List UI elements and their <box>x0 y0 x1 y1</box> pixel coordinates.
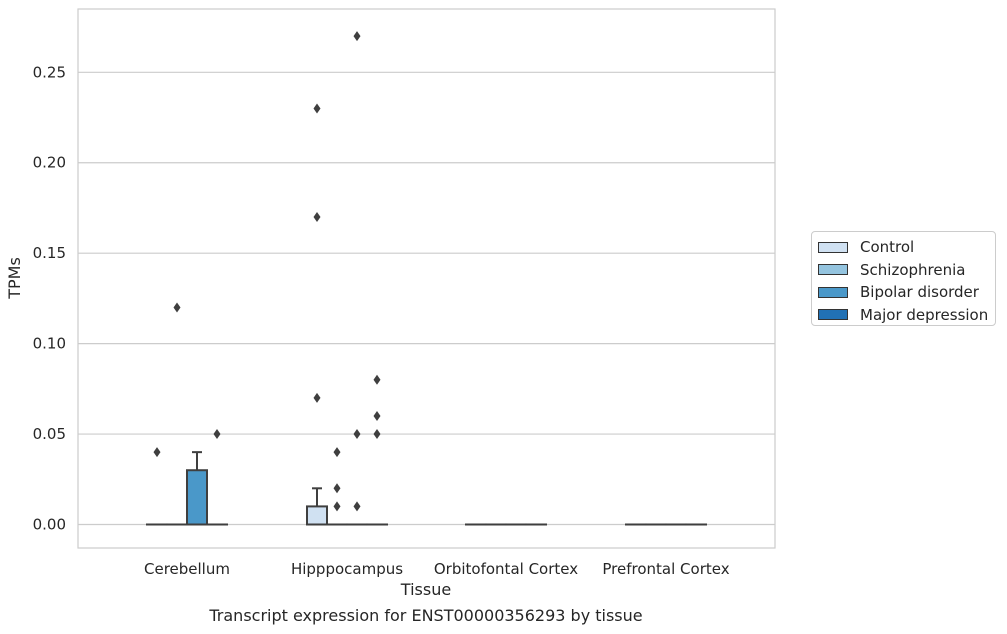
y-tick-label: 0.15 <box>33 244 66 262</box>
legend-label: Schizophrenia <box>860 260 966 279</box>
outlier-point <box>313 212 321 223</box>
gridlines <box>78 71 775 526</box>
y-tick-label: 0.25 <box>33 63 66 81</box>
legend: Control Schizophrenia Bipolar disorder M… <box>811 231 996 326</box>
x-tick-label: Orbitofontal Cortex <box>434 560 578 578</box>
outlier-point <box>213 429 221 440</box>
outlier-point <box>353 31 361 42</box>
legend-label: Bipolar disorder <box>860 283 979 302</box>
legend-item: Control <box>818 236 995 259</box>
chart-caption: Transcript expression for ENST0000035629… <box>209 606 643 625</box>
legend-swatch-schizophrenia <box>818 264 848 276</box>
outlier-point <box>153 447 161 458</box>
outlier-point <box>313 103 321 114</box>
outlier-point <box>173 302 181 313</box>
legend-swatch-bipolar <box>818 286 848 298</box>
y-tick-label: 0.20 <box>33 154 66 172</box>
y-tick-label: 0.00 <box>33 515 66 533</box>
box-body <box>306 505 328 526</box>
x-tick-label: Cerebellum <box>144 560 230 578</box>
legend-item: Schizophrenia <box>818 259 995 282</box>
box-bipolar-disorder <box>186 451 208 526</box>
box-body <box>186 469 208 526</box>
legend-swatch-depression <box>818 309 848 321</box>
outlier-point <box>353 429 361 440</box>
boxes <box>146 451 707 526</box>
y-tick-label: 0.05 <box>33 425 66 443</box>
y-axis-label: TPMs <box>5 257 24 300</box>
outlier-point <box>373 410 381 421</box>
outlier-point <box>353 501 361 512</box>
legend-label: Control <box>860 238 915 257</box>
x-axis-label: Tissue <box>400 580 451 599</box>
x-tick-label: Hipppocampus <box>291 560 403 578</box>
y-tick-labels: 0.00 0.05 0.10 0.15 0.20 0.25 <box>33 63 66 533</box>
x-tick-label: Prefrontal Cortex <box>602 560 729 578</box>
legend-label: Major depression <box>860 305 989 324</box>
box-control <box>306 487 328 526</box>
outlier-point <box>333 447 341 458</box>
outlier-point <box>333 501 341 512</box>
outlier-point <box>313 392 321 403</box>
x-tick-labels: Cerebellum Hipppocampus Orbitofontal Corte… <box>144 560 730 578</box>
outliers <box>153 31 381 512</box>
outlier-point <box>373 429 381 440</box>
plot-frame <box>77 8 776 549</box>
legend-item: Bipolar disorder <box>818 281 995 304</box>
legend-swatch-control <box>818 241 848 253</box>
y-tick-label: 0.10 <box>33 335 66 353</box>
legend-item: Major depression <box>818 304 995 327</box>
outlier-point <box>333 483 341 494</box>
outlier-point <box>373 374 381 385</box>
